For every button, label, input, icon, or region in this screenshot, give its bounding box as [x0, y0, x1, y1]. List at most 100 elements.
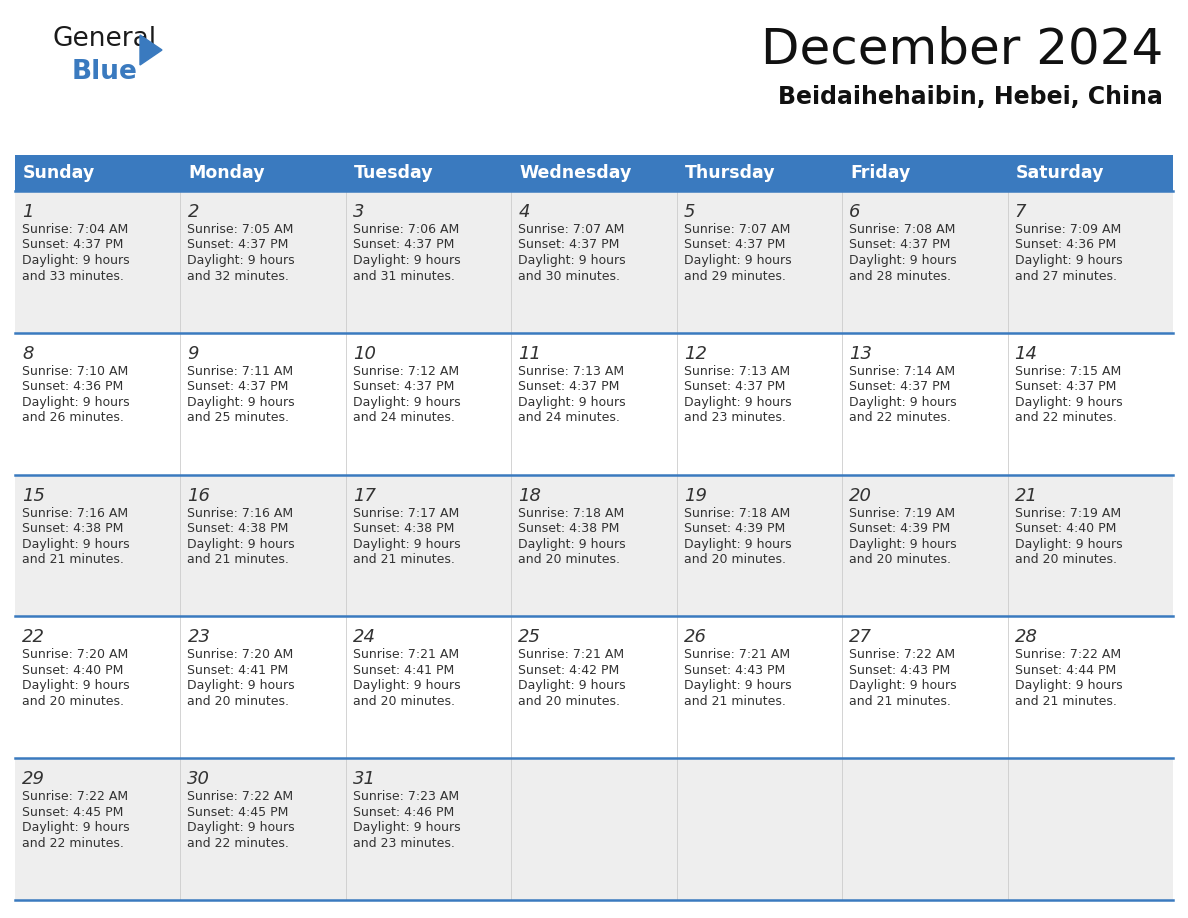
Text: Friday: Friday — [851, 164, 910, 182]
Text: Daylight: 9 hours: Daylight: 9 hours — [23, 538, 129, 551]
Text: and 24 minutes.: and 24 minutes. — [518, 411, 620, 424]
Text: Sunrise: 7:19 AM: Sunrise: 7:19 AM — [849, 507, 955, 520]
Text: Sunrise: 7:22 AM: Sunrise: 7:22 AM — [1015, 648, 1120, 661]
Text: and 21 minutes.: and 21 minutes. — [23, 554, 124, 566]
Text: Beidaihehaibin, Hebei, China: Beidaihehaibin, Hebei, China — [778, 85, 1163, 109]
Text: 26: 26 — [684, 629, 707, 646]
Text: Sunset: 4:37 PM: Sunset: 4:37 PM — [684, 380, 785, 393]
Text: 15: 15 — [23, 487, 45, 505]
Text: Sunrise: 7:15 AM: Sunrise: 7:15 AM — [1015, 364, 1120, 378]
Text: 23: 23 — [188, 629, 210, 646]
Text: Sunrise: 7:22 AM: Sunrise: 7:22 AM — [23, 790, 128, 803]
Text: 13: 13 — [849, 345, 872, 363]
Text: 10: 10 — [353, 345, 375, 363]
Bar — [15, 333, 1173, 475]
Text: Daylight: 9 hours: Daylight: 9 hours — [849, 254, 956, 267]
Text: Sunset: 4:36 PM: Sunset: 4:36 PM — [23, 380, 124, 393]
Bar — [677, 155, 842, 191]
Text: Sunset: 4:39 PM: Sunset: 4:39 PM — [849, 522, 950, 535]
Text: Sunset: 4:38 PM: Sunset: 4:38 PM — [188, 522, 289, 535]
Text: and 22 minutes.: and 22 minutes. — [188, 836, 290, 850]
Text: 1: 1 — [23, 203, 33, 221]
Bar — [15, 475, 1173, 616]
Text: 25: 25 — [518, 629, 542, 646]
Text: Daylight: 9 hours: Daylight: 9 hours — [23, 396, 129, 409]
Text: Sunset: 4:37 PM: Sunset: 4:37 PM — [23, 239, 124, 252]
Text: and 25 minutes.: and 25 minutes. — [188, 411, 290, 424]
Text: Sunset: 4:37 PM: Sunset: 4:37 PM — [849, 239, 950, 252]
Bar — [15, 155, 181, 191]
Text: Thursday: Thursday — [684, 164, 776, 182]
Text: Blue: Blue — [72, 59, 138, 85]
Text: Sunrise: 7:06 AM: Sunrise: 7:06 AM — [353, 223, 459, 236]
Bar — [1007, 155, 1173, 191]
Text: and 31 minutes.: and 31 minutes. — [353, 270, 455, 283]
Text: Sunset: 4:37 PM: Sunset: 4:37 PM — [353, 380, 454, 393]
Text: and 29 minutes.: and 29 minutes. — [684, 270, 785, 283]
Text: Tuesday: Tuesday — [354, 164, 434, 182]
Text: Daylight: 9 hours: Daylight: 9 hours — [353, 822, 461, 834]
Text: Daylight: 9 hours: Daylight: 9 hours — [188, 396, 295, 409]
Text: and 20 minutes.: and 20 minutes. — [849, 554, 952, 566]
Text: Sunset: 4:38 PM: Sunset: 4:38 PM — [518, 522, 620, 535]
Text: Daylight: 9 hours: Daylight: 9 hours — [684, 396, 791, 409]
Text: Sunset: 4:37 PM: Sunset: 4:37 PM — [849, 380, 950, 393]
Text: Sunset: 4:46 PM: Sunset: 4:46 PM — [353, 806, 454, 819]
Text: Sunrise: 7:14 AM: Sunrise: 7:14 AM — [849, 364, 955, 378]
Text: Sunset: 4:42 PM: Sunset: 4:42 PM — [518, 664, 619, 677]
Text: and 21 minutes.: and 21 minutes. — [684, 695, 785, 708]
Text: Sunday: Sunday — [23, 164, 95, 182]
Text: and 30 minutes.: and 30 minutes. — [518, 270, 620, 283]
Text: Sunrise: 7:13 AM: Sunrise: 7:13 AM — [684, 364, 790, 378]
Text: and 21 minutes.: and 21 minutes. — [353, 554, 455, 566]
Text: Daylight: 9 hours: Daylight: 9 hours — [518, 679, 626, 692]
Text: 18: 18 — [518, 487, 542, 505]
Text: Sunset: 4:37 PM: Sunset: 4:37 PM — [1015, 380, 1116, 393]
Text: Sunset: 4:37 PM: Sunset: 4:37 PM — [518, 239, 620, 252]
Text: Daylight: 9 hours: Daylight: 9 hours — [23, 822, 129, 834]
Text: 3: 3 — [353, 203, 365, 221]
Text: Daylight: 9 hours: Daylight: 9 hours — [684, 254, 791, 267]
Text: and 20 minutes.: and 20 minutes. — [518, 695, 620, 708]
Text: and 26 minutes.: and 26 minutes. — [23, 411, 124, 424]
Text: and 20 minutes.: and 20 minutes. — [188, 695, 290, 708]
Text: Sunrise: 7:11 AM: Sunrise: 7:11 AM — [188, 364, 293, 378]
Text: Daylight: 9 hours: Daylight: 9 hours — [353, 679, 461, 692]
Text: Sunrise: 7:07 AM: Sunrise: 7:07 AM — [518, 223, 625, 236]
Bar — [15, 616, 1173, 758]
Text: Daylight: 9 hours: Daylight: 9 hours — [188, 822, 295, 834]
Text: and 21 minutes.: and 21 minutes. — [849, 695, 952, 708]
Text: and 33 minutes.: and 33 minutes. — [23, 270, 124, 283]
Text: and 20 minutes.: and 20 minutes. — [684, 554, 785, 566]
Text: 5: 5 — [684, 203, 695, 221]
Text: and 22 minutes.: and 22 minutes. — [849, 411, 952, 424]
Text: Sunrise: 7:12 AM: Sunrise: 7:12 AM — [353, 364, 459, 378]
Text: Daylight: 9 hours: Daylight: 9 hours — [188, 538, 295, 551]
Text: Sunset: 4:37 PM: Sunset: 4:37 PM — [353, 239, 454, 252]
Bar — [842, 155, 1007, 191]
Text: General: General — [52, 26, 156, 52]
Text: Daylight: 9 hours: Daylight: 9 hours — [1015, 679, 1123, 692]
Text: 16: 16 — [188, 487, 210, 505]
Text: Sunrise: 7:23 AM: Sunrise: 7:23 AM — [353, 790, 459, 803]
Text: 19: 19 — [684, 487, 707, 505]
Text: 14: 14 — [1015, 345, 1037, 363]
Text: Sunset: 4:43 PM: Sunset: 4:43 PM — [849, 664, 950, 677]
Text: Daylight: 9 hours: Daylight: 9 hours — [1015, 396, 1123, 409]
Text: 24: 24 — [353, 629, 375, 646]
Text: Sunset: 4:40 PM: Sunset: 4:40 PM — [23, 664, 124, 677]
Text: Sunrise: 7:05 AM: Sunrise: 7:05 AM — [188, 223, 293, 236]
Text: 8: 8 — [23, 345, 33, 363]
Text: Saturday: Saturday — [1016, 164, 1104, 182]
Text: Daylight: 9 hours: Daylight: 9 hours — [518, 396, 626, 409]
Text: Sunrise: 7:22 AM: Sunrise: 7:22 AM — [188, 790, 293, 803]
Text: Sunrise: 7:22 AM: Sunrise: 7:22 AM — [849, 648, 955, 661]
Text: 21: 21 — [1015, 487, 1037, 505]
Text: and 21 minutes.: and 21 minutes. — [188, 554, 290, 566]
Text: Sunset: 4:38 PM: Sunset: 4:38 PM — [23, 522, 124, 535]
Text: December 2024: December 2024 — [760, 25, 1163, 73]
Text: and 20 minutes.: and 20 minutes. — [23, 695, 124, 708]
Text: Sunset: 4:43 PM: Sunset: 4:43 PM — [684, 664, 785, 677]
Text: 9: 9 — [188, 345, 198, 363]
Text: and 23 minutes.: and 23 minutes. — [353, 836, 455, 850]
